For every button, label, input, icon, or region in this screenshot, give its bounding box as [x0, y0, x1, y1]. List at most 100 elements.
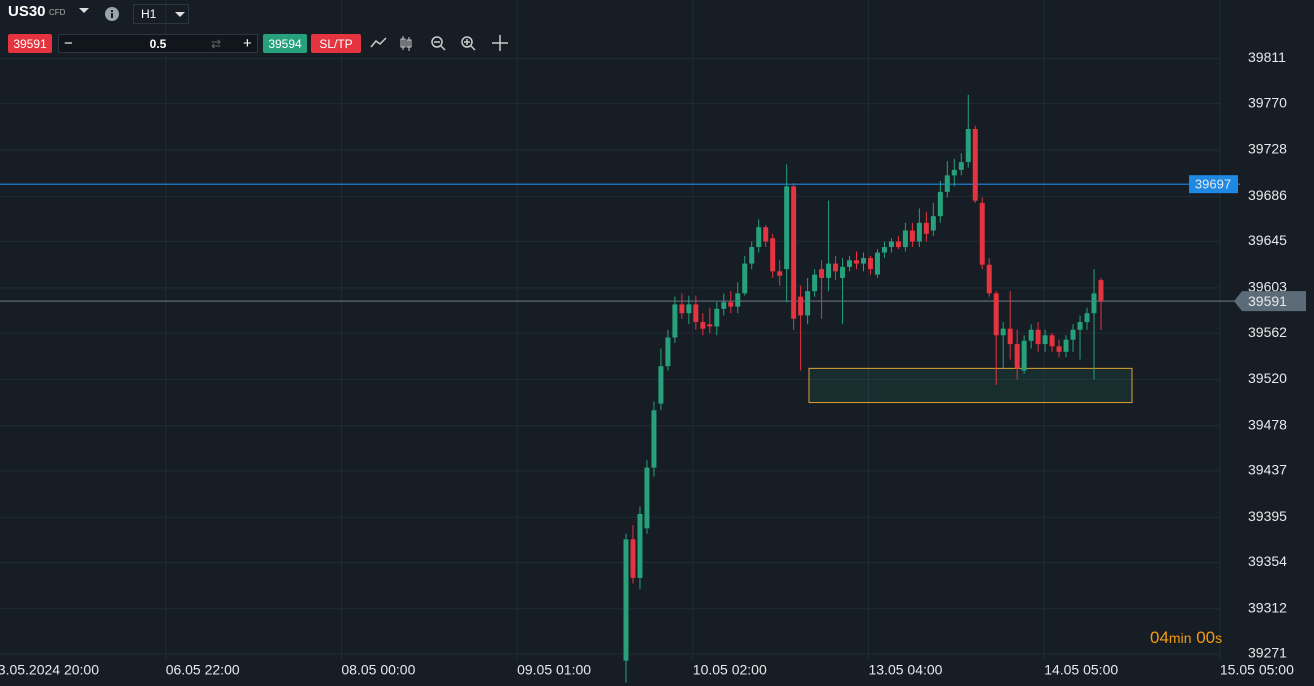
- symbol-dropdown[interactable]: [78, 6, 90, 16]
- candle-body: [763, 227, 769, 242]
- y-tick-label: 39271: [1248, 645, 1287, 661]
- minus[interactable]: −: [64, 35, 73, 52]
- candle-body: [888, 241, 894, 248]
- volume: 0.5: [149, 36, 167, 51]
- candle-body: [923, 222, 929, 234]
- zoom-in-icon[interactable]: [461, 36, 476, 51]
- candle-body: [874, 252, 880, 275]
- y-tick-label: 39437: [1248, 462, 1287, 478]
- candle-body: [623, 539, 629, 661]
- y-tick-label: 39354: [1248, 553, 1287, 569]
- candle-body: [909, 230, 915, 242]
- x-tick-label: 09.05 01:00: [517, 662, 591, 678]
- sell-button[interactable]: 39591: [8, 34, 52, 53]
- candle-body: [930, 216, 936, 231]
- candle-body: [791, 186, 797, 319]
- zone-box: [808, 367, 1133, 404]
- candle-body: [916, 222, 922, 242]
- sl-tp-button[interactable]: SL/TP: [311, 34, 361, 53]
- y-tick-label: 39728: [1248, 141, 1287, 157]
- candle-body: [944, 175, 950, 192]
- candle-body: [1070, 329, 1076, 340]
- zoom-out-icon[interactable]: [431, 36, 446, 51]
- dropdown-arrow: [175, 12, 185, 17]
- candle-body: [895, 241, 901, 248]
- y-tick-label: 39770: [1248, 94, 1287, 110]
- candle-body: [867, 258, 873, 270]
- candle-icon[interactable]: [400, 36, 412, 51]
- candle-body: [958, 162, 964, 170]
- candle-body: [679, 304, 685, 314]
- candle-body: [993, 293, 999, 336]
- candle-body: [742, 263, 748, 294]
- candle-body: [972, 129, 978, 201]
- candle-body: [637, 513, 643, 578]
- candle-body: [826, 263, 832, 278]
- buy-button[interactable]: 39594: [263, 34, 307, 53]
- candle-body: [1091, 293, 1097, 314]
- candle-body: [644, 467, 650, 529]
- line-chart-icon[interactable]: [370, 37, 387, 48]
- candle-body: [749, 247, 755, 264]
- symbol[interactable]: US30: [8, 3, 46, 20]
- candle-body: [812, 274, 818, 292]
- x-tick-label: 08.05 00:00: [341, 662, 415, 678]
- y-tick-label: 39811: [1248, 49, 1286, 65]
- y-tick-label: 39395: [1248, 508, 1287, 524]
- info-icon[interactable]: [104, 6, 120, 22]
- y-tick-label: 39312: [1248, 600, 1287, 616]
- candle-body: [1056, 346, 1062, 352]
- countdown: 04 min 00 s: [1150, 628, 1222, 648]
- candle-body: [1000, 328, 1006, 336]
- price-label-box: [1234, 291, 1306, 312]
- chart-tools: [370, 35, 508, 51]
- candle-body: [1042, 335, 1048, 345]
- candle-body: [1035, 329, 1041, 345]
- candle-body: [735, 293, 741, 307]
- candle-body: [937, 191, 943, 217]
- price-label-box: [1189, 175, 1238, 194]
- move-icon[interactable]: [492, 35, 508, 51]
- timeframe-select[interactable]: H1: [133, 4, 189, 24]
- candle-body: [700, 322, 706, 329]
- candle-body: [833, 263, 839, 272]
- y-tick-label: 39478: [1248, 416, 1287, 432]
- candle-body: [854, 260, 860, 264]
- candle-body: [1098, 280, 1104, 302]
- candle-body: [686, 304, 692, 314]
- x-tick-label: 14.05 05:00: [1044, 662, 1118, 678]
- candle-body: [902, 230, 908, 248]
- candle-body: [1028, 329, 1034, 341]
- candle-body: [714, 308, 720, 327]
- symbol-type: CFD: [49, 8, 66, 17]
- countdown-minutes: 04: [1150, 628, 1169, 647]
- countdown-unit: min: [1168, 630, 1192, 646]
- y-tick-label: 39686: [1248, 187, 1287, 203]
- candle-body: [1007, 328, 1013, 345]
- candle-body: [721, 302, 727, 309]
- candle-body: [1084, 313, 1090, 323]
- candle-body: [728, 302, 734, 307]
- reset-icon[interactable]: ⇄: [211, 36, 222, 51]
- plus[interactable]: +: [243, 35, 252, 52]
- candle-body: [658, 366, 664, 404]
- candle-body: [1021, 340, 1027, 371]
- volume-input[interactable]: − 0.5 ⇄ +: [58, 34, 258, 53]
- price-label: 39591: [1248, 293, 1287, 309]
- candle-body: [986, 264, 992, 294]
- candle-body: [756, 227, 762, 248]
- x-tick-label: 06.05 22:00: [166, 662, 240, 678]
- candle-body: [847, 260, 853, 267]
- candle-body: [1014, 344, 1020, 369]
- candle-body: [630, 539, 636, 578]
- candle-body: [860, 258, 866, 264]
- y-tick-label: 39645: [1248, 232, 1287, 248]
- candle-body: [770, 238, 776, 272]
- candle-body: [798, 296, 804, 316]
- candle-body: [665, 337, 671, 367]
- candle-body: [819, 269, 825, 278]
- candle-body: [672, 304, 678, 338]
- x-tick-label: 15.05 05:00: [1220, 662, 1294, 678]
- countdown-seconds: 00: [1196, 628, 1216, 647]
